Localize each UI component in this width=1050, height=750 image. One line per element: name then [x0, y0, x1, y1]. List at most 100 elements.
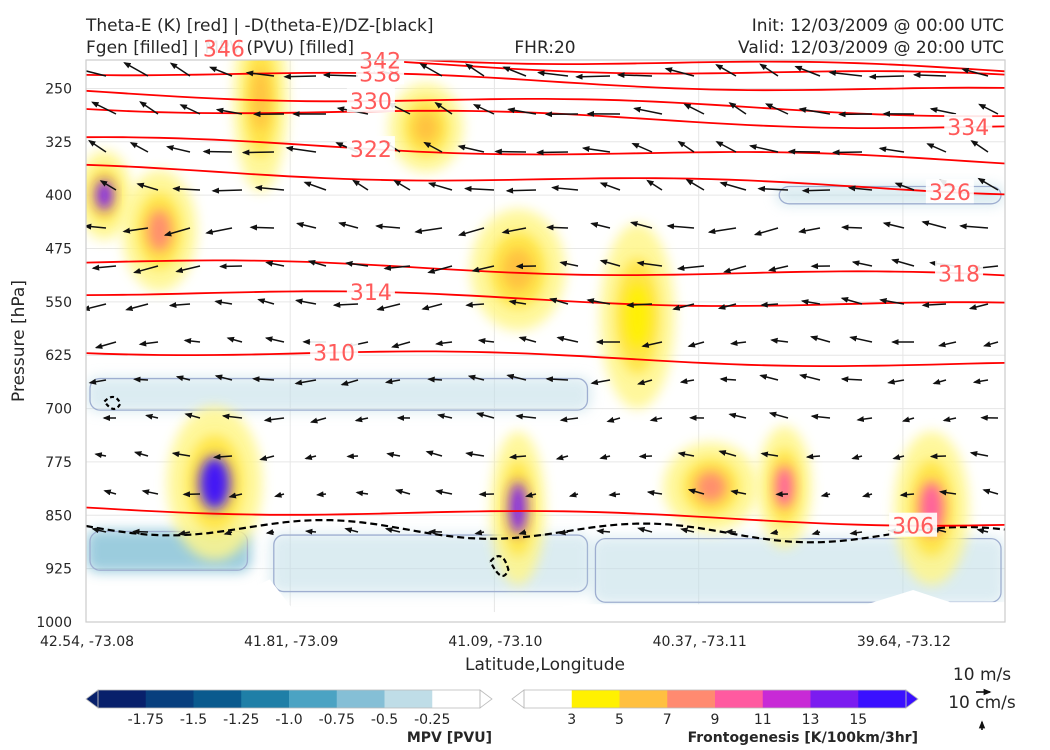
wind-vector [641, 341, 663, 348]
fgen-blob-core [775, 465, 794, 508]
colorbar-frame [97, 689, 481, 709]
wind-vector [798, 227, 821, 234]
wind-vector [559, 260, 579, 267]
wind-vector [525, 491, 537, 498]
wind-vector [892, 454, 905, 460]
wind-vector [502, 66, 527, 77]
y-tick-label: 850 [45, 508, 72, 524]
wind-vector [586, 298, 611, 305]
terrain-shape [86, 579, 1005, 622]
wind-vector [221, 413, 243, 420]
wind-vector [184, 412, 201, 419]
wind-vector [929, 453, 947, 460]
plot-frame [85, 59, 1006, 623]
wind-vector [86, 70, 107, 77]
wind-vector [344, 527, 359, 534]
mpv-region [86, 376, 592, 413]
wind-vector [879, 297, 905, 305]
colorbar-segment [524, 690, 573, 708]
x-tick-label: 41.81, -73.09 [244, 634, 338, 650]
wind-vector [760, 301, 779, 308]
colorbar-tick-label: -1.5 [180, 712, 207, 728]
wind-vector [559, 416, 579, 423]
wind-vector [139, 101, 159, 115]
wind-vector [687, 341, 705, 348]
wind-vector [211, 187, 243, 194]
wind-vector [183, 338, 201, 344]
wind-vector [810, 413, 831, 420]
wind-vector [214, 299, 233, 306]
wind-vector [976, 528, 989, 534]
wind-vector [637, 379, 653, 386]
theta-e-label: 306 [892, 515, 934, 540]
wind-vector [616, 72, 653, 79]
wind-vector [309, 417, 327, 424]
wind-vector [765, 103, 789, 115]
wind-vector [849, 335, 873, 343]
x-tick-label: 42.54, -73.08 [40, 634, 134, 650]
fgen-blob-core [509, 481, 527, 535]
wind-vector [768, 411, 789, 419]
colorbar-tick-label: -0.5 [371, 712, 398, 728]
fgen-blob-core [695, 471, 727, 503]
wind-vector [133, 265, 159, 274]
fgen-blob-core [199, 456, 231, 510]
wind-vector [680, 527, 695, 534]
wind-vector [677, 140, 695, 153]
colorbar-tick-label: 13 [802, 712, 820, 728]
colorbar-segment [384, 690, 433, 708]
wind-vector [983, 341, 999, 348]
mpv-colorbar: -1.75 -1.5 -1.25 -1.0 -0.75 -0.5 -0.25 [85, 689, 493, 728]
theta-e-contour [86, 350, 1005, 367]
wind-vector [332, 301, 359, 308]
wind-vector [626, 301, 653, 308]
wind-vector [768, 265, 789, 272]
wind-vector [172, 185, 201, 192]
colorbar-tick-label: 5 [615, 712, 624, 728]
title-right-line1: Init: 12/03/2009 @ 00:00 UTC [752, 16, 1004, 36]
wind-vector [630, 221, 653, 229]
wind-vector [501, 227, 527, 235]
wind-vector [86, 223, 107, 230]
wind-vector [467, 374, 485, 381]
colorbar-extend-left [85, 689, 99, 709]
wind-vector [122, 227, 149, 234]
colorbar-segment [667, 690, 716, 708]
wind-vector [672, 303, 695, 311]
theta-e-label-bg [346, 278, 395, 303]
wind-vector [376, 303, 401, 312]
wind-vector [171, 451, 191, 458]
wind-vector [506, 373, 527, 381]
wind-vector [434, 102, 453, 115]
colorbar-segment [715, 690, 764, 708]
wind-vector [730, 489, 747, 496]
wind-vector [214, 374, 233, 381]
wind-vector [254, 184, 285, 191]
theta-e-label-bg [925, 179, 974, 204]
wind-vector [556, 335, 579, 343]
wind-vector [596, 528, 611, 535]
wind-vector [683, 103, 705, 115]
x-tick-label: 40.37, -73.11 [653, 634, 747, 650]
wind-vector [307, 259, 327, 267]
wind-vector [386, 451, 401, 458]
wind-vector [723, 265, 747, 274]
wind-vector [322, 72, 359, 79]
wind-vector [856, 416, 873, 423]
wind-vector [901, 416, 915, 423]
wind-vector [476, 412, 495, 419]
wind-vector [205, 227, 233, 235]
colorbar-tick-label: 11 [754, 712, 772, 728]
wind-vector [393, 179, 411, 191]
wind-vector [163, 227, 191, 237]
theta-e-label-bg [346, 88, 395, 113]
wind-vector [304, 528, 317, 535]
wind-vector [354, 416, 369, 423]
wind-vector [457, 144, 485, 153]
colorbar-segment [619, 690, 668, 708]
wind-vector [133, 451, 149, 457]
wind-vector [568, 491, 579, 498]
fgen-blob-core [95, 179, 114, 211]
theta-e-contour [86, 506, 1005, 527]
wind-vector [715, 64, 737, 77]
